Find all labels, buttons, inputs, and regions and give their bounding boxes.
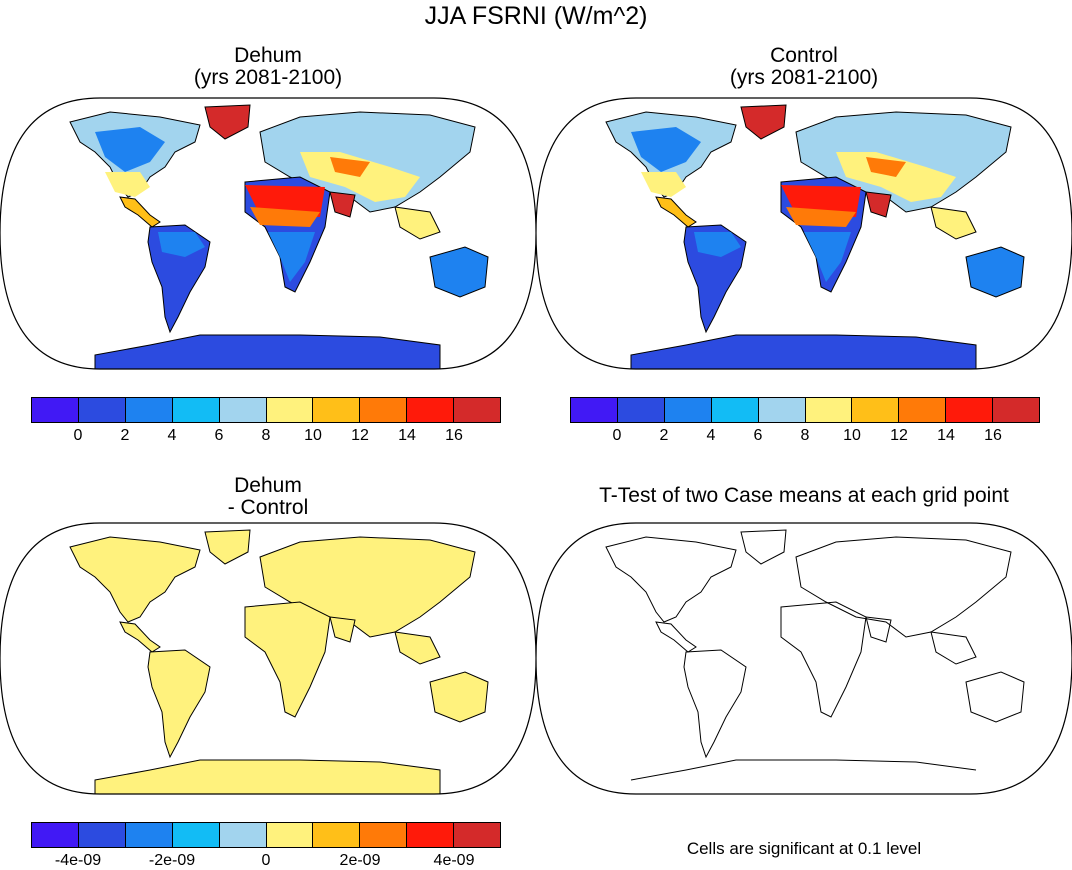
colorbar-swatch bbox=[32, 823, 79, 847]
colorbar-swatch bbox=[266, 398, 314, 422]
colorbar-swatch bbox=[172, 398, 220, 422]
colorbar-tick-label: 4 bbox=[167, 427, 177, 444]
globe-outline bbox=[536, 522, 1072, 795]
colorbar-tick-label: 6 bbox=[753, 427, 763, 444]
panel-title-difference: Dehum - Control bbox=[227, 474, 309, 519]
colorbar-tick-label: -2e-09 bbox=[148, 852, 196, 869]
central-america-landmass bbox=[119, 621, 161, 653]
globe-outline bbox=[536, 97, 1072, 370]
southeast-asia-outline bbox=[930, 631, 977, 665]
greenland-landmass bbox=[204, 529, 251, 565]
africa-outline bbox=[780, 601, 867, 718]
southeast-asia-landmass bbox=[394, 206, 441, 240]
antarctica-landmass bbox=[94, 334, 441, 369]
colorbar-tick-label: 10 bbox=[304, 427, 322, 444]
colorbar-swatch bbox=[78, 398, 126, 422]
colorbar-swatch bbox=[360, 823, 408, 847]
colorbar-tick-label: 8 bbox=[261, 427, 271, 444]
antarctica-landmass bbox=[630, 334, 977, 369]
panel-title-ttest: T-Test of two Case means at each grid po… bbox=[599, 484, 1009, 507]
colorbar-swatch bbox=[454, 398, 501, 422]
colorbar-swatch bbox=[313, 398, 361, 422]
colorbar-swatch bbox=[852, 398, 900, 422]
colorbar-swatch bbox=[219, 823, 267, 847]
eurasia-outline bbox=[795, 536, 1012, 638]
australia-landmass bbox=[429, 246, 489, 298]
australia-landmass bbox=[965, 246, 1025, 298]
colorbar-swatch bbox=[993, 398, 1040, 422]
map-ttest bbox=[536, 522, 1072, 795]
colorbar-swatch bbox=[454, 823, 501, 847]
south-america-outline bbox=[683, 649, 747, 759]
colorbar-swatch bbox=[360, 398, 408, 422]
colorbar-tick-label: 2 bbox=[120, 427, 130, 444]
antarctica-landmass bbox=[94, 759, 441, 794]
australia-outline bbox=[965, 671, 1025, 723]
figure-title: JJA FSRNI (W/m^2) bbox=[424, 2, 648, 30]
southeast-asia-landmass bbox=[930, 206, 977, 240]
panel-title-control: Control (yrs 2081-2100) bbox=[729, 44, 879, 89]
colorbar-swatch bbox=[711, 398, 759, 422]
central-america-landmass bbox=[655, 196, 697, 228]
colorbar-swatch bbox=[899, 398, 947, 422]
colorbar-swatch bbox=[946, 398, 994, 422]
map-dehum bbox=[0, 97, 536, 370]
africa-landmass bbox=[244, 601, 331, 718]
colorbar-swatch bbox=[571, 398, 618, 422]
colorbar-tick-label: -4e-09 bbox=[54, 852, 102, 869]
colorbar-tick-label: 0 bbox=[612, 427, 622, 444]
colorbar-tick-label: 2 bbox=[659, 427, 669, 444]
colorbar-swatch bbox=[266, 823, 314, 847]
southeast-asia-landmass bbox=[394, 631, 441, 665]
colorbar-swatch bbox=[407, 823, 455, 847]
colorbar-tick-label: 14 bbox=[937, 427, 955, 444]
globe-outline bbox=[0, 97, 536, 370]
colorbar-tick-label: 2e-09 bbox=[339, 852, 381, 869]
colorbar-tick-label: 6 bbox=[214, 427, 224, 444]
colorbar-tick-label: 16 bbox=[445, 427, 463, 444]
significance-note: Cells are significant at 0.1 level bbox=[686, 839, 922, 858]
colorbar-difference bbox=[31, 822, 501, 848]
antarctica-outline bbox=[630, 759, 977, 781]
greenland-landmass bbox=[204, 104, 251, 140]
central-america-landmass bbox=[119, 196, 161, 228]
colorbar-tick-label: 12 bbox=[351, 427, 369, 444]
greenland-landmass bbox=[740, 104, 787, 140]
colorbar-swatch bbox=[313, 823, 361, 847]
colorbar-tick-label: 0 bbox=[73, 427, 83, 444]
colorbar-tick-label: 10 bbox=[843, 427, 861, 444]
colorbar-control bbox=[570, 397, 1040, 423]
greenland-outline bbox=[740, 529, 787, 565]
panel-title-dehum: Dehum (yrs 2081-2100) bbox=[193, 44, 343, 89]
australia-landmass bbox=[429, 671, 489, 723]
colorbar-swatch bbox=[805, 398, 853, 422]
colorbar-swatch bbox=[407, 398, 455, 422]
colorbar-swatch bbox=[125, 823, 173, 847]
colorbar-swatch bbox=[125, 398, 173, 422]
central-america-outline bbox=[655, 621, 697, 653]
colorbar-swatch bbox=[664, 398, 712, 422]
colorbar-swatch bbox=[219, 398, 267, 422]
colorbar-swatch bbox=[78, 823, 126, 847]
north-america-outline bbox=[605, 536, 737, 623]
north-america-landmass bbox=[69, 536, 201, 623]
colorbar-tick-label: 12 bbox=[890, 427, 908, 444]
colorbar-swatch bbox=[32, 398, 79, 422]
map-difference bbox=[0, 522, 536, 795]
colorbar-swatch bbox=[172, 823, 220, 847]
colorbar-tick-label: 4e-09 bbox=[433, 852, 475, 869]
globe-outline bbox=[0, 522, 536, 795]
colorbar-tick-label: 4 bbox=[706, 427, 716, 444]
map-control bbox=[536, 97, 1072, 370]
colorbar-tick-label: 16 bbox=[984, 427, 1002, 444]
colorbar-tick-label: 8 bbox=[800, 427, 810, 444]
colorbar-swatch bbox=[758, 398, 806, 422]
colorbar-swatch bbox=[617, 398, 665, 422]
colorbar-tick-label: 14 bbox=[398, 427, 416, 444]
south-america-landmass bbox=[147, 649, 211, 759]
colorbar-tick-label: 0 bbox=[261, 852, 271, 869]
colorbar-dehum bbox=[31, 397, 501, 423]
